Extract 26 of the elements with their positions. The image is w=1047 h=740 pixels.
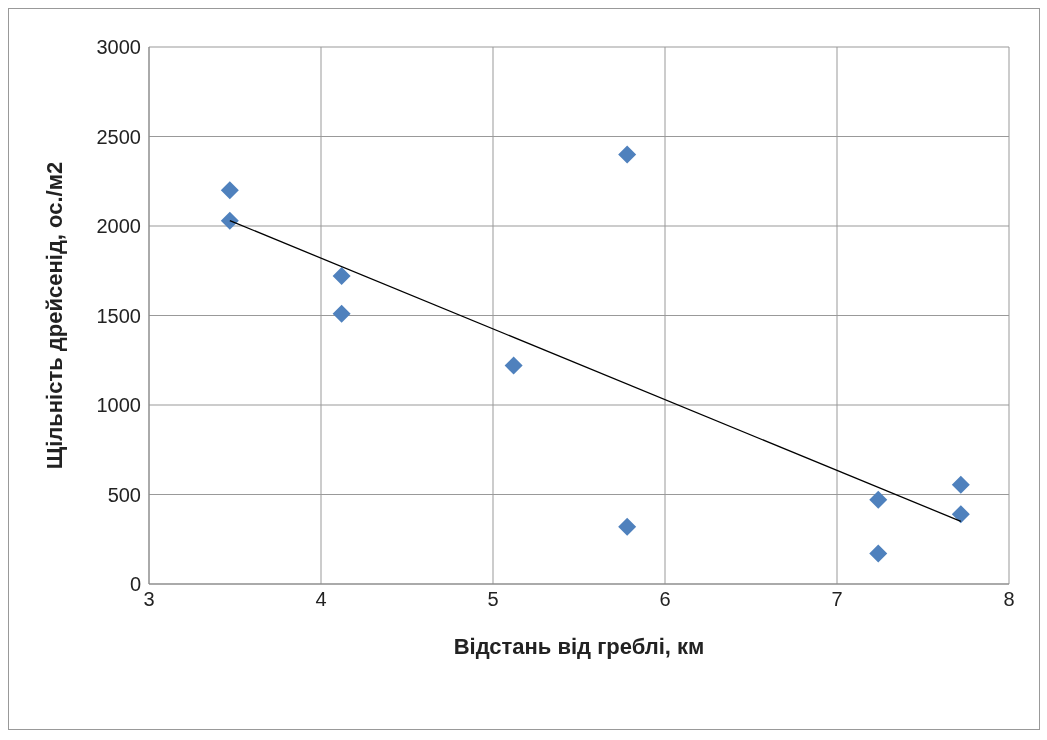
y-tick-label: 0 — [129, 573, 141, 596]
y-tick-label: 3000 — [96, 36, 141, 59]
y-tick-label: 2500 — [96, 125, 141, 148]
point — [332, 267, 351, 286]
point — [332, 304, 351, 323]
point — [618, 517, 637, 536]
x-axis-title: Відстань від греблі, км — [453, 634, 705, 659]
point — [220, 211, 239, 230]
y-axis-title: Щільність дрейсенід, ос./м2 — [41, 161, 67, 470]
x-tick-label: 6 — [659, 588, 671, 611]
point — [869, 490, 888, 509]
y-tick-label: 500 — [107, 483, 141, 506]
x-tick-label: 8 — [1003, 588, 1015, 611]
x-tick-label: 4 — [315, 588, 327, 611]
point — [951, 505, 970, 524]
y-tick-label: 2000 — [96, 215, 141, 238]
x-tick-label: 3 — [143, 588, 155, 611]
y-tick-label: 1000 — [96, 394, 141, 417]
point — [951, 475, 970, 494]
point — [869, 544, 888, 563]
point — [504, 356, 523, 375]
point — [618, 145, 637, 164]
y-tick-label: 1500 — [96, 304, 141, 327]
x-tick-label: 5 — [487, 588, 499, 611]
point — [220, 181, 239, 200]
x-tick-label: 7 — [831, 588, 843, 611]
